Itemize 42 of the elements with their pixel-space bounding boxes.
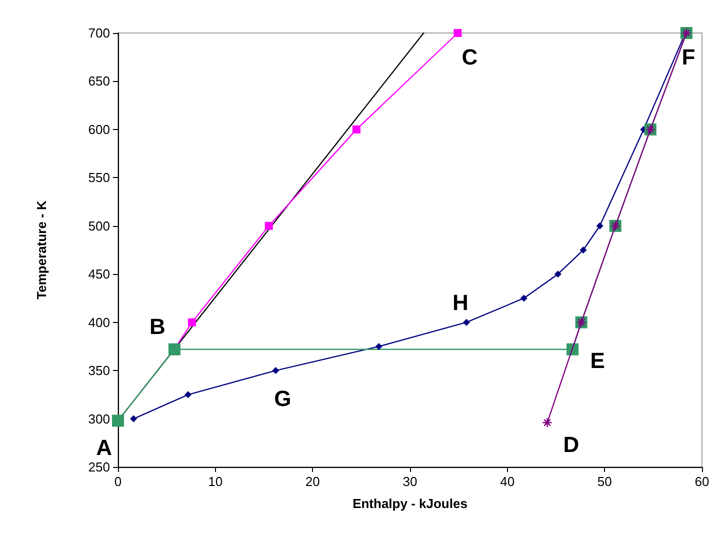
annotation: A xyxy=(96,435,112,460)
x-tick-label: 20 xyxy=(305,474,320,489)
annotation: G xyxy=(274,386,292,412)
annotation: D xyxy=(563,432,580,458)
point xyxy=(264,222,273,230)
x-tick-label: 0 xyxy=(114,474,122,489)
point xyxy=(542,418,552,428)
annotation: C xyxy=(462,44,478,70)
annotation: H xyxy=(452,290,468,315)
y-tick-label: 600 xyxy=(88,122,110,137)
x-tick-label: 50 xyxy=(597,474,612,489)
y-tick-label: 500 xyxy=(88,218,110,234)
annotation: F xyxy=(682,44,696,70)
point xyxy=(130,415,138,422)
point xyxy=(184,391,192,398)
annotation: E xyxy=(590,348,605,373)
y-tick-label: 650 xyxy=(88,74,110,89)
point xyxy=(454,29,462,37)
point xyxy=(520,294,528,302)
point xyxy=(596,222,604,230)
point xyxy=(112,414,124,427)
point xyxy=(352,125,360,134)
point xyxy=(554,270,562,278)
x-tick-label: 60 xyxy=(694,474,710,489)
point xyxy=(375,342,382,350)
point xyxy=(462,318,470,326)
x-tick-label: 40 xyxy=(500,474,515,489)
y-tick-label: 250 xyxy=(88,460,110,474)
y-axis-title: Temperature - K xyxy=(34,200,49,300)
y-tick-label: 450 xyxy=(88,266,110,282)
point xyxy=(272,367,280,374)
annotation: B xyxy=(150,314,166,339)
point xyxy=(188,318,196,326)
y-tick-label: 300 xyxy=(88,411,110,426)
x-axis-title: Enthalpy - kJoules xyxy=(352,496,468,511)
y-tick-label: 400 xyxy=(88,314,110,330)
x-tick-label: 10 xyxy=(208,474,223,489)
point xyxy=(580,246,587,254)
y-tick-label: 350 xyxy=(88,363,110,378)
y-tick-label: 550 xyxy=(88,170,110,186)
y-tick-label: 700 xyxy=(88,26,110,40)
x-tick-label: 30 xyxy=(402,474,418,489)
